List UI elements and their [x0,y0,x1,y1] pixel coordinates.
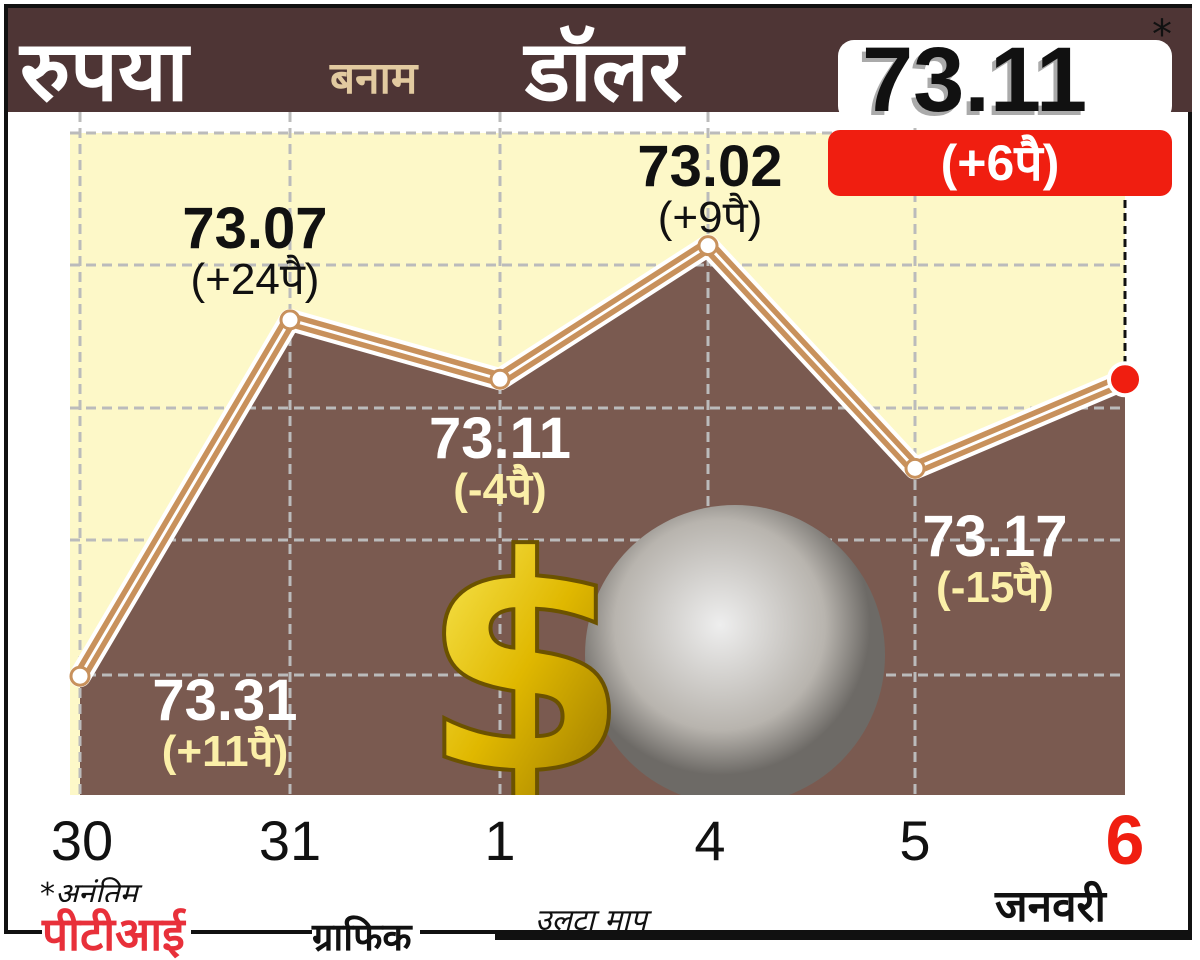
data-label-1: 73.07 (+24पै) [182,196,328,304]
data-label-4: 73.17 (-15पै) [922,504,1068,612]
data-point-1 [489,368,511,390]
title-dollar: डॉलर [525,24,684,118]
current-value: 73.11 [862,29,1088,131]
axis-area [8,795,1192,935]
title-versus: बनाम [330,54,418,103]
current-value-box [838,40,1172,122]
x-tick-5: 5 [899,809,931,872]
data-point-30 [69,665,91,687]
title-rupee: रुपया [20,24,189,118]
x-tick-6: 6 [1105,801,1145,879]
data-label-2: 73.11 (-4पै) [429,406,571,514]
x-tick-1: 1 [484,809,516,872]
data-label-3: 73.02 (+9पै) [637,134,783,242]
data-point-31 [279,309,301,331]
current-change-badge: (+6पै) [828,130,1172,196]
provisional-asterisk: * [1152,12,1172,58]
source-name: पीटीआई [42,902,191,960]
x-tick-4: 4 [694,809,726,872]
series-line-center [78,244,1126,677]
x-tick-31: 31 [258,809,322,872]
reversed-scale-note: उलटा माप [535,903,647,938]
data-label-0: 73.31 (+11पै) [152,668,298,776]
data-point-4 [697,235,719,257]
rupee-coin-image [585,505,885,805]
dollar-sign-image: $ [421,492,630,841]
data-point-5 [904,457,926,479]
source-suffix: ग्राफिक [312,910,420,960]
x-tick-30: 30 [50,809,114,872]
data-point-6 [1107,361,1143,398]
x-axis-label: जनवरी [995,882,1106,931]
frame [4,4,1192,934]
